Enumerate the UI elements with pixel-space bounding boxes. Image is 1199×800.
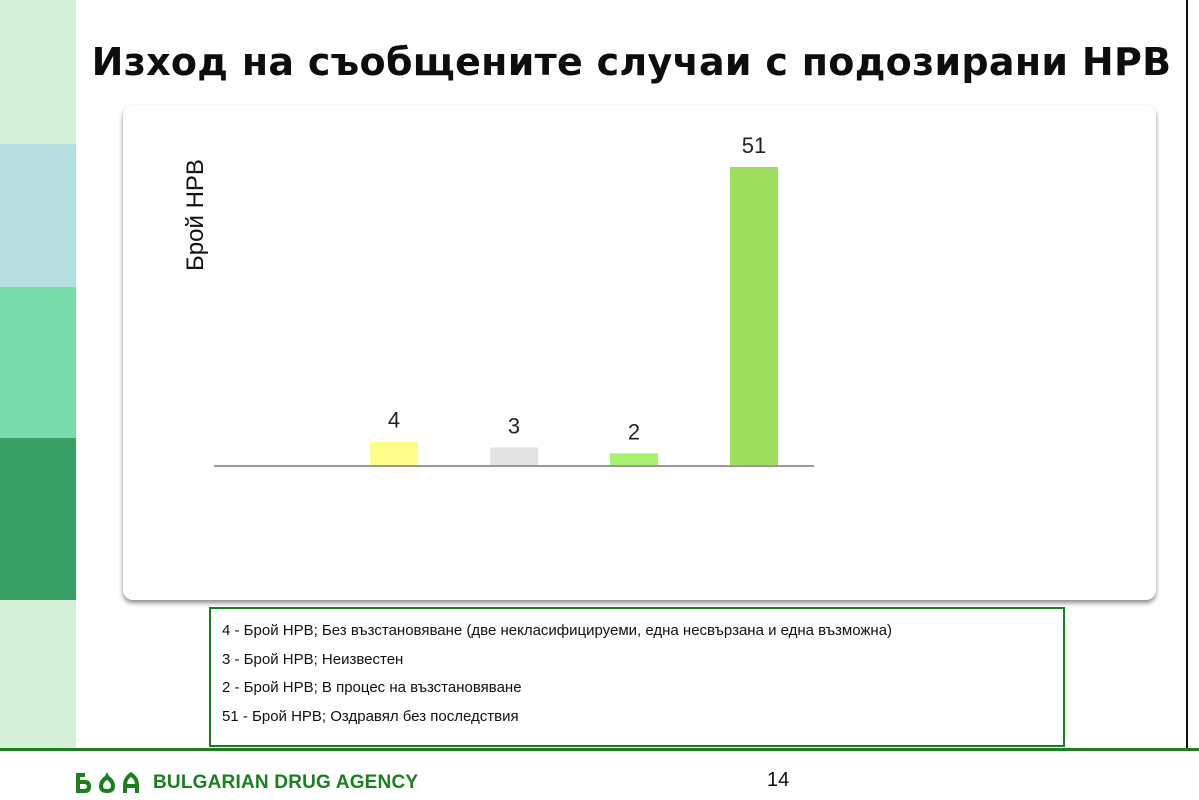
legend-item: 4 - Брой НРВ; Без възстановяване (две не… (222, 622, 893, 639)
bda-logo-a-icon (123, 772, 139, 793)
bda-logo-d-icon (99, 772, 115, 793)
page-number: 14 (767, 769, 790, 791)
chart-bar (370, 441, 418, 465)
chart-bar (610, 453, 658, 465)
side-strip-dark-green (0, 438, 76, 600)
chart-legend-box: 4 - Брой НРВ; Без възстановяване (две не… (209, 607, 1065, 747)
bar-data-label: 2 (628, 419, 640, 444)
side-strip-light-green (0, 0, 76, 144)
legend-item: 2 - Брой НРВ; В процес на възстановяване (222, 679, 522, 696)
bda-logo: BULGARIAN DRUG AGENCY (73, 768, 418, 798)
bda-logo-b-icon (76, 773, 91, 793)
chart-bar (730, 167, 778, 465)
slide-right-border (1186, 0, 1188, 748)
chart-bar (490, 447, 538, 465)
legend-item: 51 - Брой НРВ; Оздравял без последствия (222, 707, 519, 725)
side-strip-light-blue (0, 144, 76, 287)
bar-data-label: 3 (508, 413, 520, 438)
footer-brand-text: BULGARIAN DRUG AGENCY (153, 772, 419, 793)
footer-divider (0, 748, 1199, 751)
side-strip-mint (0, 287, 76, 438)
legend-item: 3 - Брой НРВ; Неизвестен (222, 650, 404, 668)
chart-card: 4 3 2 51 Брой НРВ (123, 105, 1156, 600)
bar-data-label: 51 (742, 133, 766, 158)
bar-chart: 4 3 2 51 Брой НРВ (182, 133, 814, 467)
side-strip-pale-green (0, 600, 76, 750)
y-axis-label: Брой НРВ (182, 159, 209, 271)
bar-data-label: 4 (388, 408, 400, 433)
slide-title: Изход на съобщените случаи с подозирани … (91, 40, 1172, 84)
